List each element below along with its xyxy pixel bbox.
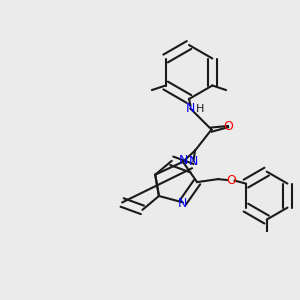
Text: H: H: [196, 103, 205, 114]
Text: N: N: [186, 102, 195, 115]
Text: N: N: [179, 154, 188, 167]
Text: N: N: [189, 154, 198, 168]
Text: O: O: [226, 174, 236, 187]
Text: O: O: [223, 120, 233, 133]
Text: N: N: [178, 197, 188, 210]
